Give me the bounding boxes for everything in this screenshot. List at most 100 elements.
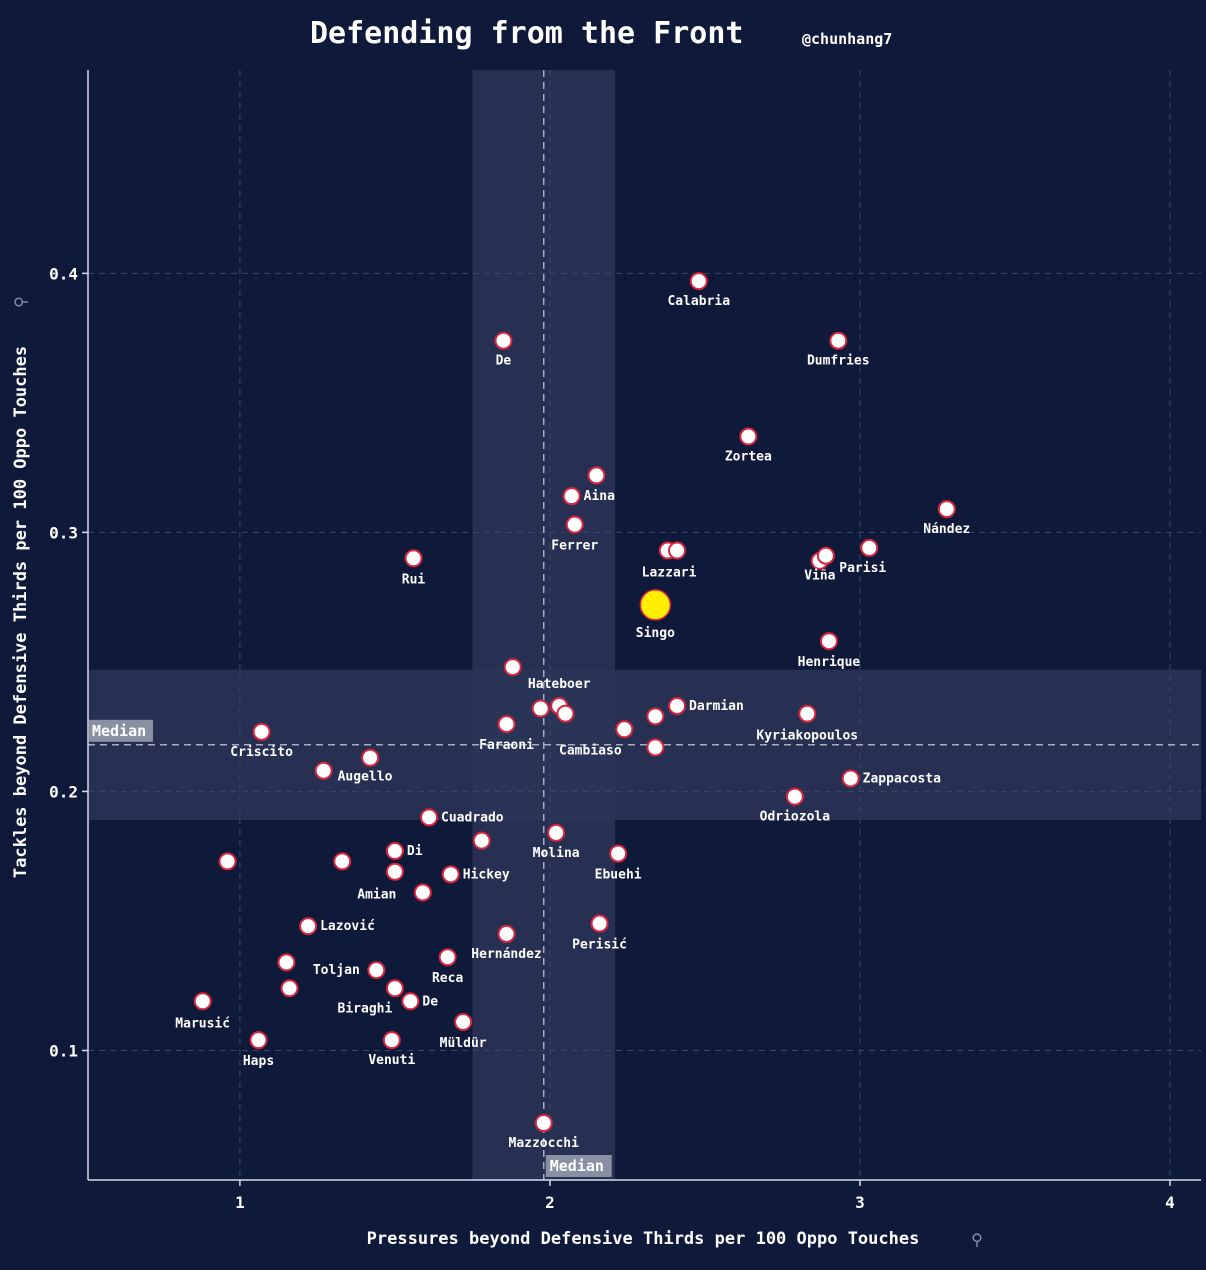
point-label: Augello [338,770,393,785]
scatter-point [420,808,439,827]
scatter-point [860,538,879,557]
y-median-label: Median [92,722,146,740]
x-tick-label: 3 [855,1193,865,1212]
point-label: Nández [923,522,970,537]
x-median-label-box [545,1155,612,1177]
scatter-point [367,961,386,980]
scatter-point [547,823,566,842]
scatter-point [615,720,634,739]
x-axis-title-group: Pressures beyond Defensive Thirds per 10… [367,1229,983,1249]
scatter-point [609,844,628,863]
scatter-point [798,704,817,723]
scatter-point [333,852,352,871]
scatter-point [829,331,848,350]
point-label: Lazović [320,919,375,934]
scatter-point [385,842,404,861]
y-tick-label: 0.2 [49,782,78,801]
axes: 1 2 3 4 0.1 0.2 0.3 0.4 [49,70,1201,1212]
point-label: Cambiaso [559,743,622,758]
grid-lines [88,70,1201,1180]
point-label: Faraoni [479,738,534,753]
scatter-point [816,546,835,565]
scatter-point [739,427,758,446]
point-label: Toljan [313,963,360,978]
chart-title-group: Defending from the Front @chunhang7 [310,16,892,51]
scatter-point [503,658,522,677]
y-tick-label: 0.1 [49,1041,78,1060]
point-label: Reca [432,971,463,986]
scatter-point [413,883,432,902]
scatter-point [454,1012,473,1031]
y-tick-label: 0.3 [49,523,78,542]
scatter-point [218,852,237,871]
scatter-point [497,715,516,734]
scatter-point [401,992,420,1011]
y-tick-label: 0.4 [49,264,78,283]
scatter-point [689,272,708,291]
point-label: Ebuehi [595,868,642,883]
point-label: Aina [584,489,615,504]
point-label: Zortea [725,450,772,465]
y-axis-pin-icon: ⚲ [11,296,30,308]
data-points [193,272,956,1133]
point-label: Kyriakopoulos [756,729,858,744]
scatter-point [565,515,584,534]
scatter-point [385,862,404,881]
scatter-point [646,738,665,757]
scatter-point [668,541,687,560]
x-tick-label: 1 [235,1193,245,1212]
y-axis-label: Tackles beyond Defensive Thirds per 100 … [11,346,31,878]
scatter-point [252,722,271,741]
point-label: Venuti [368,1053,415,1068]
scatter-point [562,487,581,506]
point-label: Darmian [689,699,744,714]
point-label: Biraghi [338,1001,393,1016]
x-tick-label: 2 [545,1193,555,1212]
point-label: Amian [357,887,396,902]
point-labels: Calabria De Dumfries Zortea Aina Nández Ferrer… [175,294,970,1151]
point-label: Odriozola [760,810,831,825]
highlight-point [639,589,672,621]
scatter-point [494,331,513,350]
scatter-point [314,761,333,780]
point-label: Lazzari [642,566,697,581]
scatter-point [404,549,423,568]
point-label: Di [407,844,423,859]
point-label: De [422,994,438,1009]
y-axis-title-group: Tackles beyond Defensive Thirds per 100 … [11,296,31,878]
scatter-point [668,696,687,715]
median-lines: Median Median [88,70,1201,1180]
point-label: De [496,354,512,369]
y-median-label-box [89,719,153,742]
point-label: Marusić [175,1016,230,1031]
point-label: Rui [402,572,426,587]
scatter-point [280,979,299,998]
point-label: Perisić [572,938,627,953]
chart-subtitle: @chunhang7 [802,30,892,48]
chart-title: Defending from the Front [310,16,743,51]
scatter-point [819,632,838,651]
x-tick-label: 4 [1165,1193,1175,1212]
scatter-point [277,953,296,972]
scatter-point [556,704,575,723]
point-label: Haps [243,1054,274,1069]
scatter-point [937,500,956,519]
scatter-point [472,831,491,850]
scatter-point [590,914,609,933]
point-label: Parisi [839,561,886,576]
scatter-point [785,787,804,806]
point-label: Hateboer [528,677,591,692]
scatter-point [587,466,606,485]
point-label: Calabria [667,294,730,309]
scatter-point [841,769,860,788]
scatter-point [646,707,665,726]
scatter-point [299,917,318,936]
scatter-point [534,1114,553,1133]
scatter-point [497,924,516,943]
scatter-point [441,865,460,884]
point-label: Cuadrado [441,810,504,825]
point-label: Molina [533,846,580,861]
point-label: Müldür [440,1036,487,1051]
